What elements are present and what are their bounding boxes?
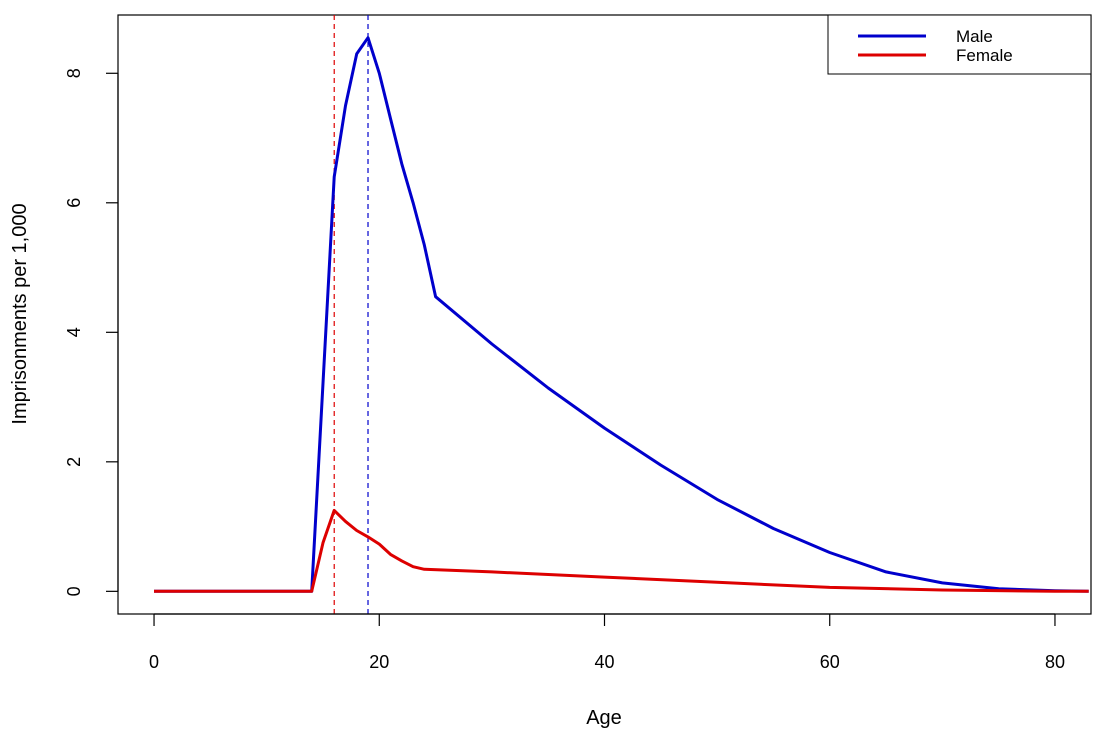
- x-tick-label: 20: [369, 652, 389, 672]
- legend-label-female: Female: [956, 46, 1013, 65]
- legend-label-male: Male: [956, 27, 993, 46]
- y-tick-label: 6: [64, 198, 84, 208]
- series-line-male: [154, 36, 1089, 593]
- y-tick-label: 2: [64, 457, 84, 467]
- x-tick-label: 0: [149, 652, 159, 672]
- x-tick-label: 60: [820, 652, 840, 672]
- x-tick-label: 80: [1045, 652, 1065, 672]
- legend: Male Female: [827, 14, 1092, 75]
- series-lines: [154, 36, 1089, 593]
- x-axis: 0 20 40 60 80: [149, 613, 1065, 672]
- legend-box: [827, 14, 1092, 75]
- x-tick-label: 40: [594, 652, 614, 672]
- plot-frame: [117, 14, 1092, 615]
- y-axis-title: Imprisonments per 1,000: [9, 203, 31, 424]
- y-tick-label: 0: [64, 586, 84, 596]
- x-axis-title: Age: [586, 707, 622, 729]
- y-tick-label: 4: [64, 327, 84, 337]
- y-tick-label: 8: [64, 68, 84, 78]
- y-axis: 0 2 4 6 8: [64, 68, 119, 596]
- series-line-female: [154, 508, 1089, 593]
